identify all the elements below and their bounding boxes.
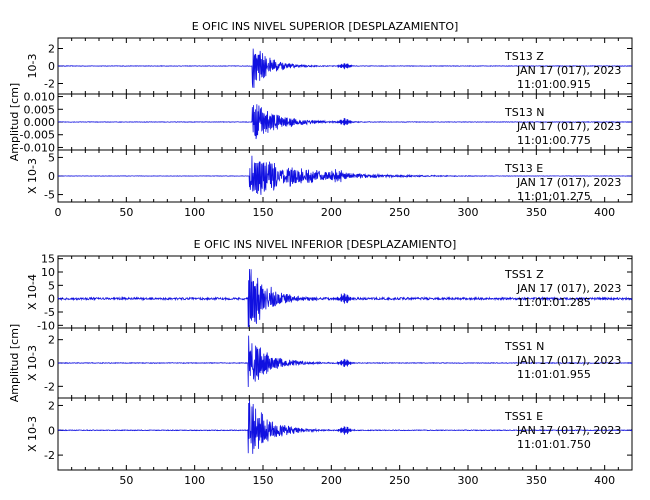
y-tick-label: 2 [48,399,55,412]
x-tick-label: 250 [389,206,410,219]
x-tick-label: 150 [253,474,274,487]
date-label: JAN 17 (017), 2023 [516,354,621,367]
y-tick-label: 0.005 [24,103,56,116]
x-tick-label: 400 [594,206,615,219]
scale-label: X 10-3 [26,158,39,194]
lower-panel: E OFIC INS NIVEL INFERIOR [DESPLAZAMIENT… [8,238,633,487]
x-tick-label: 50 [119,474,133,487]
date-label: JAN 17 (017), 2023 [516,64,621,77]
time-label: 11:01:01.285 [517,296,591,309]
y-tick-label: -2 [44,78,55,91]
x-tick-label: 0 [55,206,62,219]
x-tick-label: 50 [119,206,133,219]
y-axis-label: Amplitud [cm] [8,83,21,161]
date-label: JAN 17 (017), 2023 [516,176,621,189]
y-axis-label: Amplitud [cm] [8,324,21,402]
waveform-line [57,48,633,88]
time-label: 11:01:01.750 [517,438,591,451]
time-label: 11:01:01.275 [517,190,591,203]
y-tick-label: 5 [48,279,55,292]
y-tick-label: 15 [41,253,55,266]
y-tick-label: 0 [48,293,55,306]
station-label: TS13 N [504,106,544,119]
y-tick-label: 0 [48,424,55,437]
waveform-line [57,400,633,454]
scale-label: X 10-3 [26,345,39,381]
y-tick-label: 0.010 [24,91,56,104]
y-tick-label: -5 [44,189,55,202]
date-label: JAN 17 (017), 2023 [516,120,621,133]
time-label: 11:01:01.955 [517,368,591,381]
y-tick-label: 2 [48,334,55,347]
waveform-line [57,268,633,328]
time-label: 11:01:00.775 [517,134,591,147]
station-label: TSS1 Z [504,268,544,281]
y-tick-label: 0.000 [24,116,56,129]
x-tick-label: 200 [321,474,342,487]
y-tick-label: 10 [41,266,55,279]
x-tick-label: 300 [458,206,479,219]
scale-label: X 10-3 [26,416,39,452]
y-tick-label: -0.010 [20,141,55,154]
x-tick-label: 400 [594,474,615,487]
x-tick-label: 100 [184,206,205,219]
waveform-line [57,335,633,388]
scale-label: X 10-4 [26,274,39,310]
scale-label: 10-3 [26,54,39,79]
x-tick-label: 100 [184,474,205,487]
y-tick-label: -5 [44,306,55,319]
waveform-line [57,155,633,195]
date-label: JAN 17 (017), 2023 [516,282,621,295]
x-tick-label: 250 [389,474,410,487]
panel-title: E OFIC INS NIVEL SUPERIOR [DESPLAZAMIENT… [192,20,459,33]
y-tick-label: 0 [48,357,55,370]
date-label: JAN 17 (017), 2023 [516,424,621,437]
y-tick-label: 0 [48,170,55,183]
y-tick-label: 2 [48,43,55,56]
y-tick-label: -2 [44,380,55,393]
y-tick-label: 5 [48,151,55,164]
station-label: TSS1 E [504,410,543,423]
y-tick-label: 0 [48,60,55,73]
y-tick-label: -0.005 [20,129,55,142]
upper-panel: E OFIC INS NIVEL SUPERIOR [DESPLAZAMIENT… [8,20,633,219]
y-tick-label: -2 [44,449,55,462]
x-tick-label: 350 [526,206,547,219]
x-tick-label: 300 [458,474,479,487]
station-label: TSS1 N [504,340,544,353]
y-tick-label: -10 [37,319,55,332]
x-tick-label: 150 [253,206,274,219]
time-label: 11:01:00.915 [517,78,591,91]
x-tick-label: 200 [321,206,342,219]
panel-title: E OFIC INS NIVEL INFERIOR [DESPLAZAMIENT… [194,238,457,251]
station-label: TS13 E [504,162,543,175]
x-tick-label: 350 [526,474,547,487]
station-label: TS13 Z [504,50,544,63]
waveform-line [57,104,633,140]
